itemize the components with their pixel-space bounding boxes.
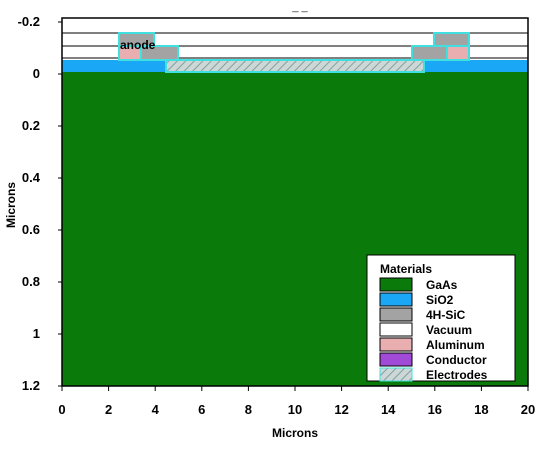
y-tick-label: 1	[33, 326, 40, 341]
x-tick-label: 4	[152, 402, 160, 417]
central-electrode	[165, 59, 425, 73]
x-tick-label: 18	[474, 402, 488, 417]
legend-swatch	[379, 277, 413, 292]
legend-label: SiO2	[426, 293, 454, 307]
x-tick-label: 14	[381, 402, 396, 417]
anode-right-sic	[433, 32, 470, 47]
x-tick-label: 12	[334, 402, 348, 417]
legend-label: Electrodes	[426, 368, 488, 382]
legend-swatch	[379, 307, 413, 322]
legend-swatch	[379, 367, 413, 382]
sio2-layer-left	[62, 60, 166, 72]
legend-label: Conductor	[426, 353, 487, 367]
x-tick-label: 0	[58, 402, 65, 417]
anode-label: anode	[120, 38, 156, 52]
x-axis-ticks: 0 2 4 6 8 10 12 14 16 18 20	[58, 386, 535, 417]
legend-items: GaAsSiO24H-SiCVacuumAluminumConductorEle…	[379, 277, 488, 382]
legend-title: Materials	[380, 262, 432, 276]
y-tick-label: 0.2	[22, 118, 40, 133]
legend-label: 4H-SiC	[426, 308, 466, 322]
x-axis-label: Microns	[272, 426, 318, 440]
legend-label: GaAs	[426, 278, 458, 292]
y-axis-label: Microns	[4, 182, 18, 228]
x-tick-label: 16	[428, 402, 442, 417]
y-tick-label: 1.2	[22, 378, 40, 393]
y-tick-label: 0.4	[22, 170, 41, 185]
sio2-layer-right	[424, 60, 528, 72]
anode-right-step	[411, 45, 448, 61]
x-tick-label: 20	[521, 402, 535, 417]
y-tick-label: 0.6	[22, 222, 40, 237]
legend-label: Aluminum	[426, 338, 485, 352]
x-tick-label: 8	[245, 402, 252, 417]
legend-swatch	[379, 352, 413, 367]
legend-swatch	[379, 322, 413, 337]
x-tick-label: 10	[288, 402, 302, 417]
y-axis-ticks: -0.2 0 0.2 0.4 0.6 0.8 1 1.2	[18, 14, 62, 393]
legend-swatch	[379, 292, 413, 307]
anode-right-aluminum	[446, 45, 470, 61]
legend-label: Vacuum	[426, 323, 472, 337]
x-tick-label: 2	[105, 402, 112, 417]
y-tick-label: 0	[33, 66, 40, 81]
materials-legend: Materials GaAsSiO24H-SiCVacuumAluminumCo…	[366, 254, 516, 382]
y-tick-label: -0.2	[18, 14, 40, 29]
legend-swatch	[379, 337, 413, 352]
plot-title: _ _	[291, 1, 308, 13]
anode-left-step	[140, 45, 179, 61]
y-tick-label: 0.8	[22, 274, 40, 289]
x-tick-label: 6	[198, 402, 205, 417]
